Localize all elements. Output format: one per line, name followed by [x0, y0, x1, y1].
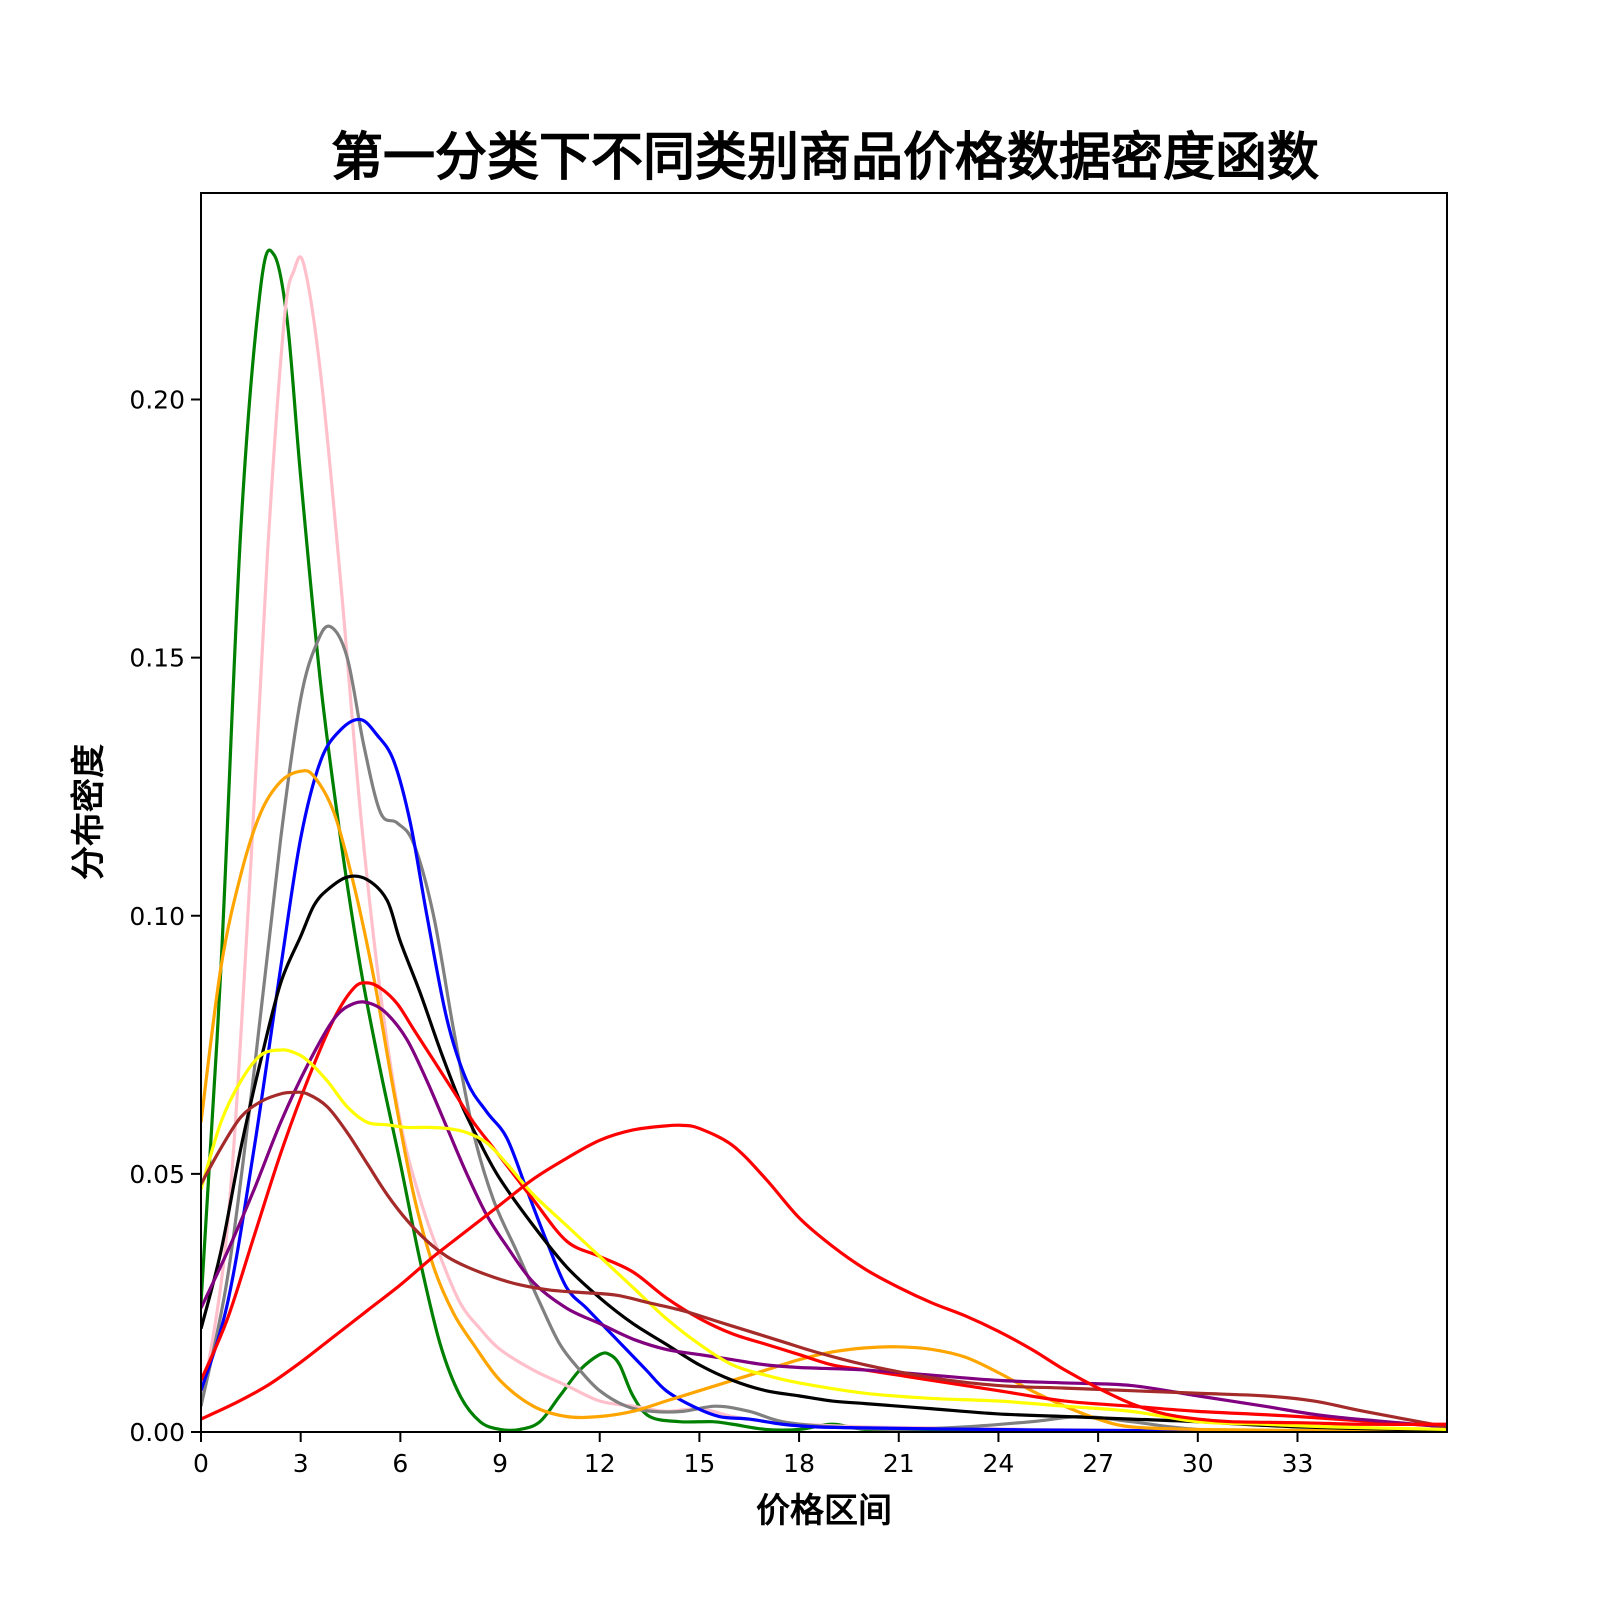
x-tick-label: 6: [392, 1449, 408, 1478]
density-line-2: [201, 255, 1447, 1432]
x-tick-label: 3: [293, 1449, 309, 1478]
density-line-5: [201, 769, 1447, 1432]
density-line-9: [201, 1048, 1447, 1432]
x-axis-label: 价格区间: [756, 1491, 892, 1531]
x-tick-label: 30: [1182, 1449, 1214, 1478]
y-tick-label: 0.15: [129, 644, 185, 673]
density-line-11: [201, 1123, 1447, 1426]
density-line-1: [201, 248, 1447, 1432]
x-tick-label: 9: [492, 1449, 508, 1478]
x-axis: 0 3 6 9 12 15 18 21 24 27 30 33: [193, 1432, 1313, 1478]
y-axis: 0.00 0.05 0.10 0.15 0.20: [129, 386, 201, 1447]
plot-frame: [200, 192, 1448, 1433]
x-tick-label: 24: [983, 1449, 1015, 1478]
density-line-3: [201, 624, 1447, 1432]
density-line-10: [201, 1090, 1447, 1429]
y-tick-label: 0.10: [129, 902, 185, 931]
x-tick-label: 15: [683, 1449, 715, 1478]
density-line-8: [201, 1000, 1447, 1429]
x-tick-label: 18: [783, 1449, 815, 1478]
x-tick-label: 0: [193, 1449, 209, 1478]
x-tick-label: 27: [1082, 1449, 1114, 1478]
y-tick-label: 0.20: [129, 386, 185, 415]
density-line-4: [201, 717, 1447, 1432]
density-line-7: [201, 981, 1447, 1429]
chart-title: 第一分类下不同类别商品价格数据密度函数: [331, 127, 1319, 188]
x-tick-label: 21: [883, 1449, 915, 1478]
y-tick-label: 0.00: [129, 1418, 185, 1447]
x-tick-label: 33: [1282, 1449, 1314, 1478]
y-axis-label: 分布密度: [69, 744, 109, 880]
y-tick-label: 0.05: [129, 1160, 185, 1189]
density-line-6: [201, 874, 1447, 1432]
x-tick-label: 12: [584, 1449, 616, 1478]
